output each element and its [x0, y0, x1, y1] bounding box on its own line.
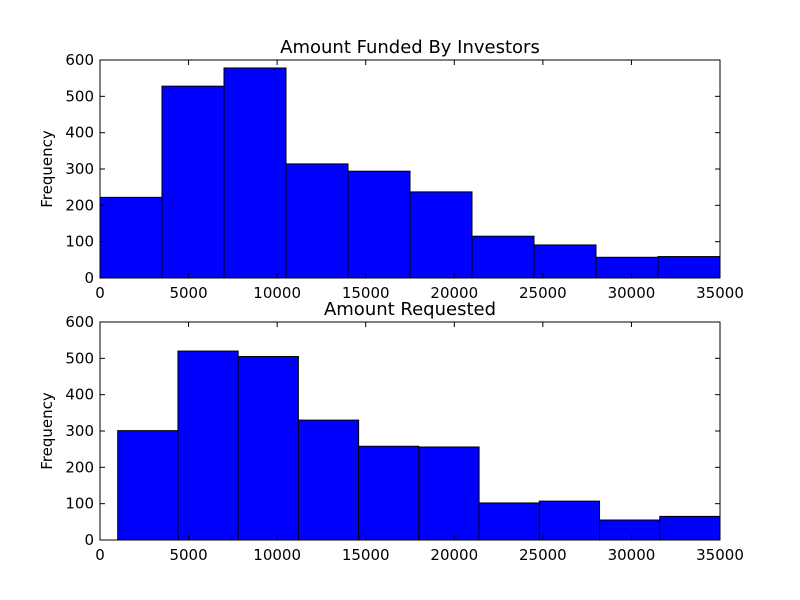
histogram-bar — [471, 235, 535, 279]
y-tick-label: 300 — [65, 422, 94, 440]
histogram-bar — [595, 256, 659, 279]
histogram-bar — [177, 350, 239, 541]
x-ticks-group: 0 5000 10000 15000 20000 25000 30000 35000 — [95, 60, 744, 302]
x-tick-label: 35000 — [696, 546, 744, 564]
histogram-bar — [659, 515, 721, 541]
histogram-bar — [478, 502, 540, 541]
histogram-bar — [347, 170, 411, 279]
y-tick-label: 400 — [65, 386, 94, 404]
y-ticks-group: 0 100 200 300 400 500 600 — [65, 313, 720, 549]
histogram-bar — [599, 519, 661, 541]
x-tick-label: 20000 — [430, 546, 478, 564]
y-axis-label: Frequency — [38, 130, 56, 208]
histogram-bar — [297, 419, 360, 541]
x-tick-label: 10000 — [253, 546, 301, 564]
y-tick-label: 500 — [65, 87, 94, 105]
histogram-bar — [237, 356, 299, 541]
y-tick-label: 200 — [65, 458, 94, 476]
x-tick-label: 25000 — [519, 284, 567, 302]
y-tick-label: 400 — [65, 124, 94, 142]
x-tick-label: 0 — [95, 546, 105, 564]
chart-title: Amount Funded By Investors — [280, 37, 540, 58]
histogram-bar — [285, 163, 349, 279]
y-tick-label: 200 — [65, 196, 94, 214]
y-axis-label: Frequency — [38, 392, 56, 470]
x-tick-label: 5000 — [169, 546, 207, 564]
histogram-bar — [161, 85, 225, 279]
x-tick-label: 0 — [95, 284, 105, 302]
x-tick-label: 20000 — [430, 284, 478, 302]
y-tick-label: 100 — [65, 495, 94, 513]
histogram-bar — [117, 430, 179, 541]
histogram-bar — [99, 196, 163, 279]
x-tick-label: 30000 — [608, 546, 656, 564]
x-ticks-group: 0 5000 10000 15000 20000 25000 30000 35000 — [95, 322, 744, 564]
chart-panel-amount-requested: Amount Requested Frequency 0 5000 10000 150… — [38, 299, 744, 564]
y-tick-label: 300 — [65, 160, 94, 178]
y-tick-label: 0 — [84, 531, 94, 549]
chart-panel-amount-funded: Amount Funded By Investors Frequency 0 50… — [38, 37, 744, 302]
y-tick-label: 0 — [84, 269, 94, 287]
x-tick-label: 30000 — [608, 284, 656, 302]
histogram-bar — [418, 446, 480, 541]
y-tick-label: 500 — [65, 349, 94, 367]
y-tick-label: 600 — [65, 51, 94, 69]
x-tick-label: 10000 — [253, 284, 301, 302]
histogram-bar — [223, 67, 287, 279]
y-tick-label: 600 — [65, 313, 94, 331]
x-tick-label: 35000 — [696, 284, 744, 302]
x-tick-label: 5000 — [169, 284, 207, 302]
bars-group — [99, 67, 721, 279]
histogram-bar — [538, 500, 601, 541]
chart-title: Amount Requested — [324, 299, 496, 320]
x-tick-label: 15000 — [342, 546, 390, 564]
bars-group — [117, 350, 721, 541]
x-tick-label: 15000 — [342, 284, 390, 302]
histogram-bar — [358, 445, 420, 541]
histogram-bar — [657, 256, 721, 279]
histogram-bar — [409, 191, 473, 279]
y-ticks-group: 0 100 200 300 400 500 600 — [65, 51, 720, 287]
y-tick-label: 100 — [65, 233, 94, 251]
x-tick-label: 25000 — [519, 546, 567, 564]
